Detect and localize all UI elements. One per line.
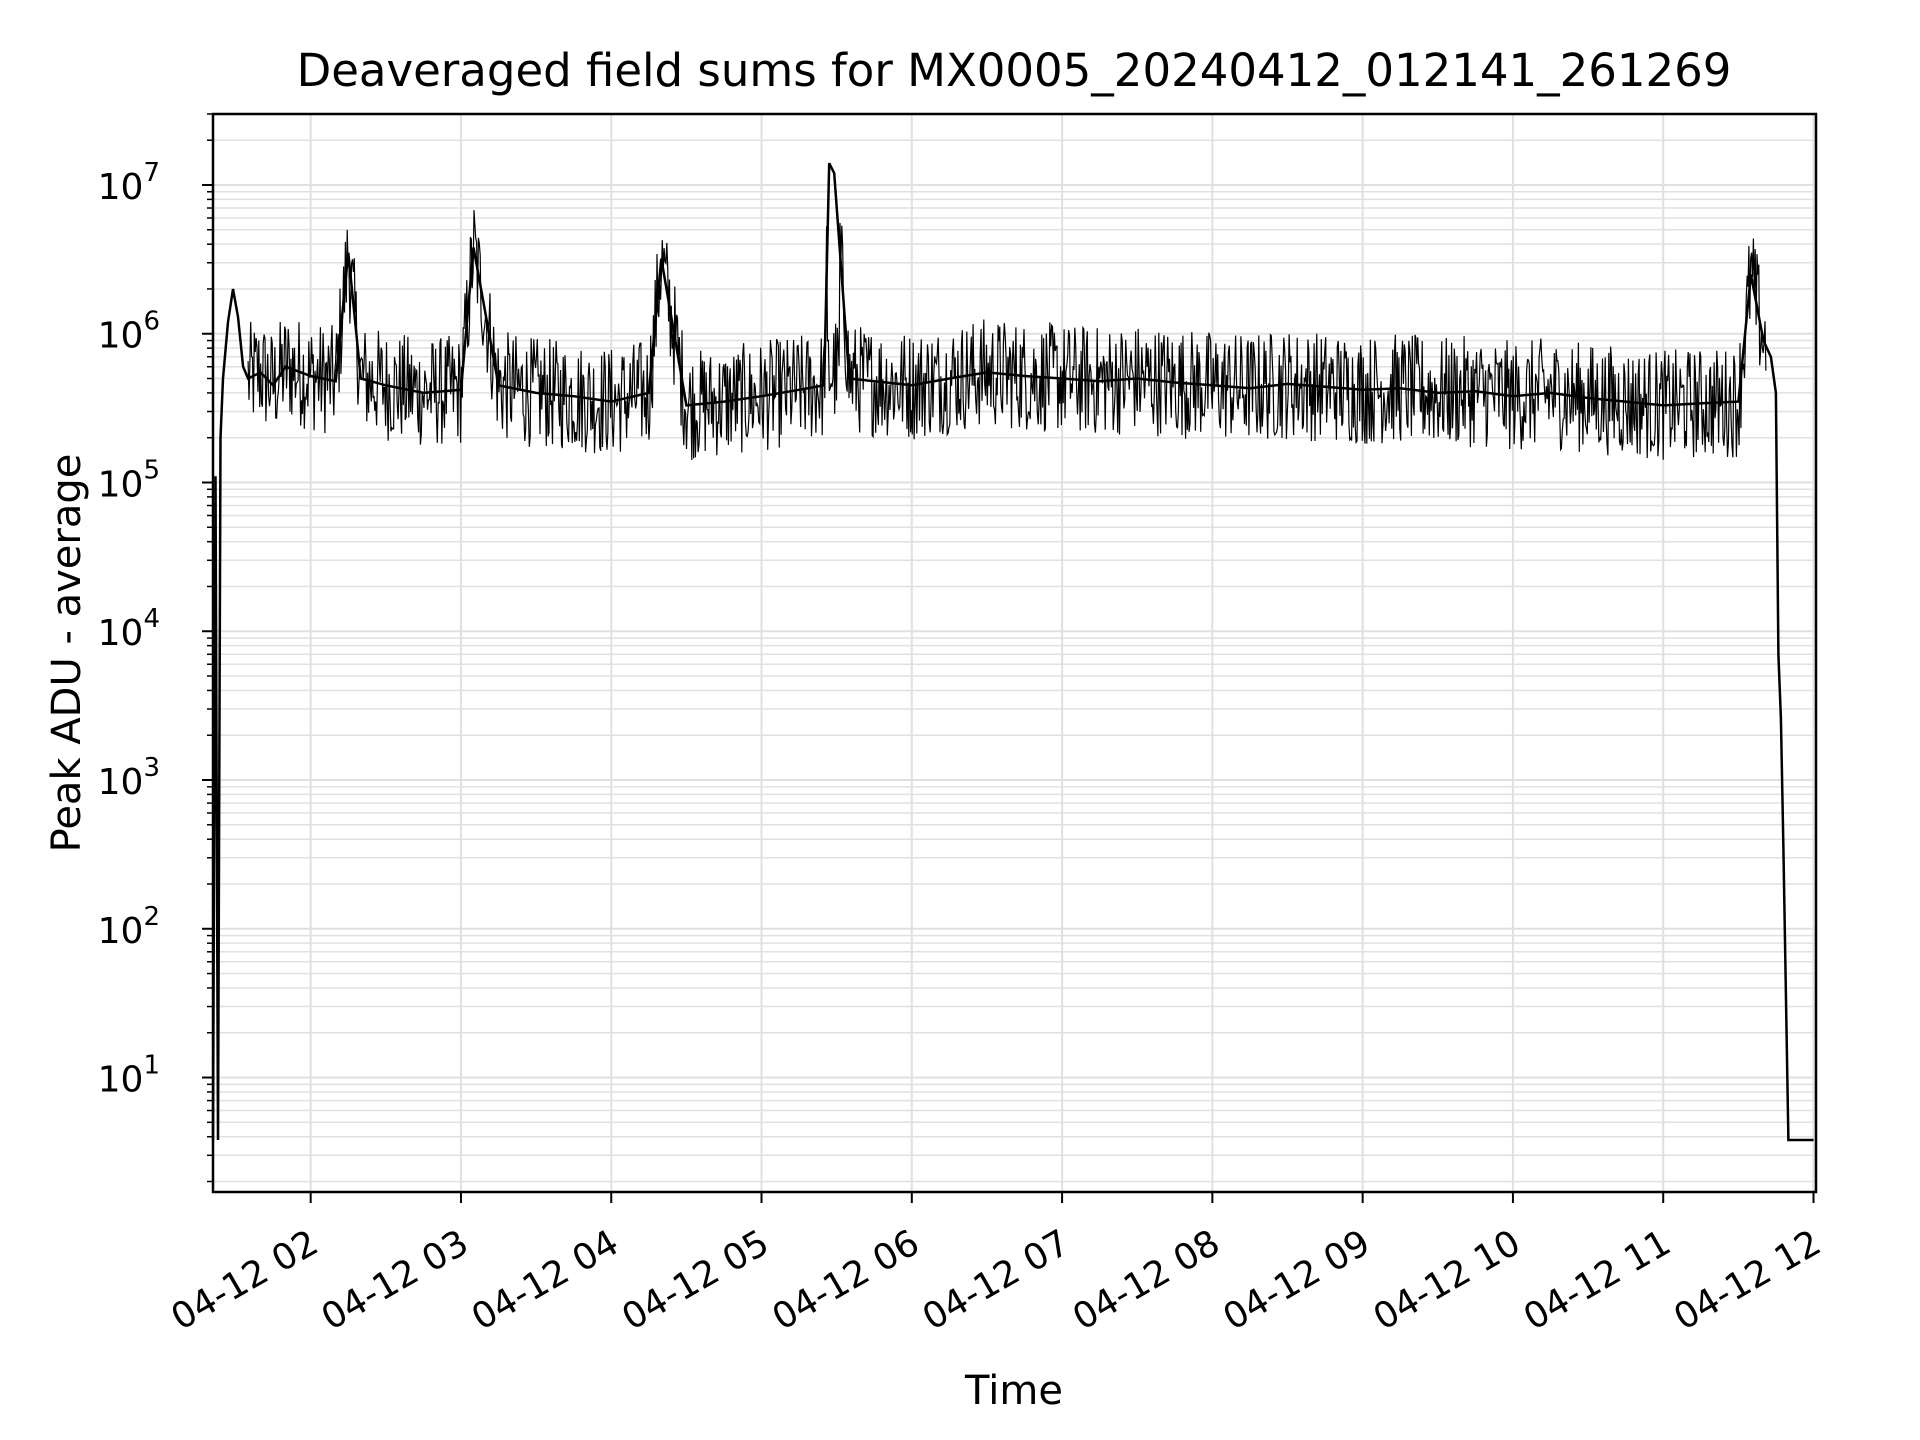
y-tick-label: 107 xyxy=(98,158,160,208)
grid xyxy=(213,113,1816,1192)
y-tick-label: 104 xyxy=(98,604,160,654)
y-tick-exponent: 1 xyxy=(143,1051,160,1081)
plot-frame xyxy=(211,112,1818,1194)
y-tick-exponent: 4 xyxy=(143,604,160,634)
y-tick-base: 10 xyxy=(98,316,144,357)
y-tick-exponent: 3 xyxy=(143,753,160,783)
y-tick-exponent: 6 xyxy=(143,307,160,337)
y-tick-exponent: 7 xyxy=(143,158,160,188)
y-tick-label: 101 xyxy=(98,1051,160,1101)
y-tick-base: 10 xyxy=(98,1060,144,1101)
chart-title: Deaveraged field sums for MX0005_2024041… xyxy=(297,44,1732,97)
y-tick-exponent: 5 xyxy=(143,455,160,485)
series-noise xyxy=(247,210,1767,461)
y-axis-label: Peak ADU - average xyxy=(44,454,90,853)
y-tick-label: 103 xyxy=(98,753,160,803)
y-tick-base: 10 xyxy=(98,613,144,654)
y-tick-base: 10 xyxy=(98,911,144,952)
y-tick-label: 102 xyxy=(98,902,160,952)
y-tick-label: 105 xyxy=(98,455,160,505)
y-tick-base: 10 xyxy=(98,167,144,208)
series-layer xyxy=(211,162,1814,1142)
x-axis-label: Time xyxy=(964,1368,1063,1414)
y-tick-exponent: 2 xyxy=(143,902,160,932)
y-tick-base: 10 xyxy=(98,464,144,505)
y-tick-label: 106 xyxy=(98,307,160,357)
y-tick-base: 10 xyxy=(98,762,144,803)
